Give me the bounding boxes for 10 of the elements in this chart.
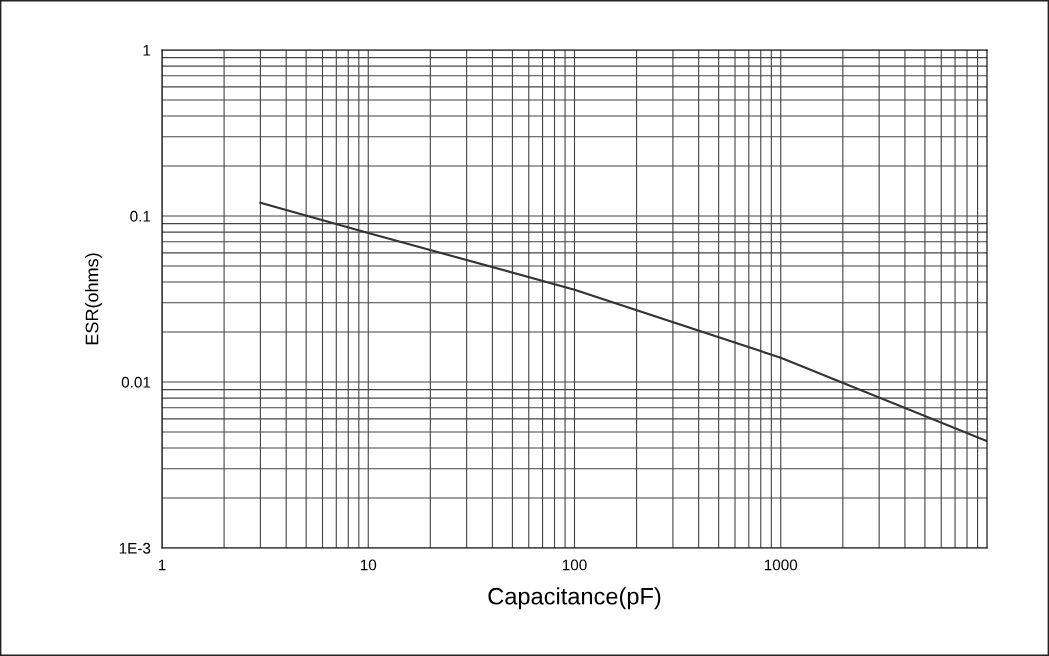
x-tick-label: 100 xyxy=(562,559,587,571)
x-tick-label: 10 xyxy=(360,559,377,571)
x-axis-title: Capacitance(pF) xyxy=(488,587,661,610)
y-tick-label: 0.01 xyxy=(121,376,151,388)
x-tick-label: 1 xyxy=(158,559,166,571)
y-tick-label: 1 xyxy=(143,45,151,56)
x-tick-label: 1000 xyxy=(764,559,798,571)
y-tick-label: 0.1 xyxy=(130,210,151,222)
y-tick-label: 1E-3 xyxy=(119,542,151,554)
y-axis-title: ESR(ohms) xyxy=(85,253,102,345)
